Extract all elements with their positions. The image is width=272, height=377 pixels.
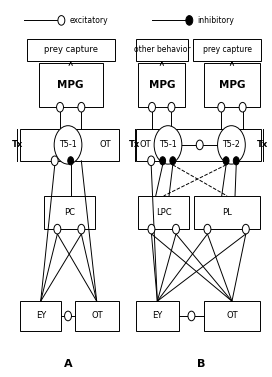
- Text: MPG: MPG: [57, 80, 84, 90]
- Circle shape: [239, 103, 246, 112]
- Text: excitatory: excitatory: [69, 16, 108, 25]
- Circle shape: [242, 224, 249, 234]
- FancyBboxPatch shape: [204, 301, 260, 331]
- FancyBboxPatch shape: [204, 63, 260, 107]
- Circle shape: [58, 15, 65, 25]
- FancyBboxPatch shape: [27, 39, 115, 61]
- FancyBboxPatch shape: [44, 196, 95, 229]
- Text: OT: OT: [226, 311, 238, 320]
- FancyBboxPatch shape: [136, 39, 188, 61]
- Circle shape: [160, 157, 166, 165]
- Text: T5-1: T5-1: [159, 139, 177, 149]
- Text: LPC: LPC: [156, 208, 172, 217]
- Text: T5-1: T5-1: [59, 139, 77, 149]
- Circle shape: [57, 103, 63, 112]
- Text: PL: PL: [222, 208, 232, 217]
- Text: OT: OT: [100, 140, 111, 149]
- FancyBboxPatch shape: [75, 301, 119, 331]
- FancyBboxPatch shape: [138, 63, 185, 107]
- FancyBboxPatch shape: [136, 301, 179, 331]
- Text: MPG: MPG: [149, 80, 175, 90]
- Circle shape: [218, 126, 245, 164]
- Text: OT: OT: [91, 311, 103, 320]
- Circle shape: [204, 224, 211, 234]
- Circle shape: [78, 224, 85, 234]
- Circle shape: [54, 126, 82, 164]
- Circle shape: [148, 224, 155, 234]
- Text: B: B: [197, 359, 205, 369]
- Text: OT: OT: [140, 140, 151, 149]
- Circle shape: [172, 224, 180, 234]
- Circle shape: [186, 15, 193, 25]
- Text: prey capture: prey capture: [44, 46, 98, 54]
- Text: PC: PC: [64, 208, 75, 217]
- Text: Tx: Tx: [129, 140, 140, 149]
- FancyBboxPatch shape: [136, 129, 261, 161]
- Circle shape: [154, 126, 182, 164]
- Circle shape: [64, 311, 72, 321]
- Circle shape: [223, 157, 229, 165]
- Circle shape: [51, 156, 58, 166]
- FancyBboxPatch shape: [138, 196, 189, 229]
- FancyBboxPatch shape: [20, 129, 119, 161]
- Circle shape: [148, 156, 155, 166]
- Circle shape: [149, 103, 156, 112]
- FancyBboxPatch shape: [39, 63, 103, 107]
- Text: other behavior: other behavior: [134, 46, 190, 54]
- Text: T5-2: T5-2: [222, 139, 240, 149]
- Text: A: A: [64, 359, 72, 369]
- Circle shape: [218, 103, 225, 112]
- Text: inhibitory: inhibitory: [197, 16, 234, 25]
- Circle shape: [233, 157, 239, 165]
- Circle shape: [188, 311, 195, 321]
- FancyBboxPatch shape: [194, 196, 260, 229]
- Circle shape: [168, 103, 175, 112]
- FancyBboxPatch shape: [20, 301, 61, 331]
- Circle shape: [54, 224, 61, 234]
- Circle shape: [196, 140, 203, 150]
- Text: MPG: MPG: [219, 80, 245, 90]
- Circle shape: [78, 103, 85, 112]
- Text: EY: EY: [152, 311, 162, 320]
- Circle shape: [170, 157, 176, 165]
- Text: Tx: Tx: [12, 140, 23, 149]
- FancyBboxPatch shape: [193, 39, 261, 61]
- Circle shape: [68, 157, 74, 165]
- Text: prey capture: prey capture: [203, 46, 252, 54]
- Text: EY: EY: [36, 311, 46, 320]
- Text: Tx: Tx: [257, 140, 268, 149]
